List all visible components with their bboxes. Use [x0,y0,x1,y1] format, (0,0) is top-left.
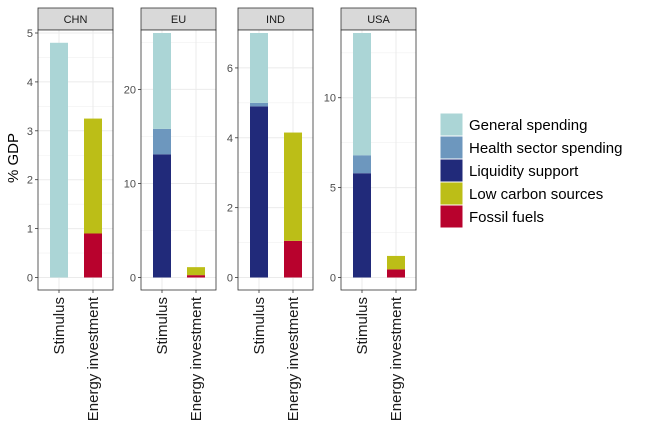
legend-label: General spending [469,117,587,134]
bar-segment-health-sector-spending [153,128,171,155]
bar-segment-general-spending [250,33,268,103]
facet-strip-label: EU [171,14,186,26]
legend-key [439,158,464,183]
bar-segment-health-sector-spending [250,102,268,107]
bar-segment-low-carbon-sources [284,132,302,241]
y-tick-label: 1 [27,224,33,236]
y-tick-label: 0 [227,273,233,285]
bar-segment-fossil-fuels [187,275,205,278]
bar-segment-general-spending [153,33,171,129]
x-tick-label: Energy investment [85,296,102,421]
bar-segment-general-spending [50,42,68,278]
x-tick-label: Stimulus [154,297,171,355]
x-tick-label: Energy investment [285,296,302,421]
panel-border [340,29,417,291]
y-tick-label: 4 [227,133,233,145]
x-tick-label: Stimulus [51,297,68,355]
bar-segment-fossil-fuels [387,269,405,278]
y-axis-title: % GDP [5,133,22,183]
facet-strip-label: USA [367,14,390,26]
y-tick-label: 6 [227,63,233,75]
legend-item: Health sector spending [439,135,622,160]
x-tick-label: Stimulus [354,297,371,355]
legend-key [439,112,464,137]
legend-label: Liquidity support [469,163,579,180]
facet-panel-eu: EU 0 10 20 Stimulus Energy investment [124,7,217,421]
y-tick-label: 2 [227,203,233,215]
bar-segment-liquidity-support [353,173,371,278]
y-tick-label: 10 [324,93,336,105]
y-tick-label: 2 [27,175,33,187]
facet-panel-chn: CHN 0 1 2 3 4 5 Stimulus Energy investment [27,7,114,421]
y-tick-label: 10 [124,178,136,190]
bar-segment-liquidity-support [250,106,268,278]
facet-panel-ind: IND 0 2 4 6 Stimulus Energy investment [227,7,314,421]
legend-item: Fossil fuels [439,204,544,229]
panel-border [237,29,314,291]
bar-segment-fossil-fuels [84,233,102,278]
legend-key [439,204,464,229]
facet-panels: CHN 0 1 2 3 4 5 Stimulus Energy investment EU 0 10 2… [27,7,417,421]
y-tick-label: 3 [27,126,33,138]
bar-segment-low-carbon-sources [84,118,102,234]
facet-strip-label: CHN [64,14,88,26]
x-tick-label: Energy investment [188,296,205,421]
y-tick-label: 5 [330,183,336,195]
legend-label: Low carbon sources [469,186,603,203]
facet-panel-usa: USA 0 5 10 Stimulus Energy investment [324,7,417,421]
legend-label: Health sector spending [469,140,622,157]
y-tick-label: 0 [27,273,33,285]
y-tick-label: 5 [27,28,33,40]
bar-segment-low-carbon-sources [387,255,405,270]
legend: General spending Health sector spending Li… [439,112,622,229]
legend-key [439,181,464,206]
legend-item: Low carbon sources [439,181,603,206]
bar-segment-fossil-fuels [284,240,302,278]
facet-strip-label: IND [266,14,285,26]
panel-border [140,29,217,291]
bar-segment-general-spending [353,33,371,156]
y-tick-label: 4 [27,77,33,89]
x-tick-label: Stimulus [251,297,268,355]
y-tick-label: 0 [130,273,136,285]
bar-segment-health-sector-spending [353,155,371,174]
legend-key [439,135,464,160]
panel-border [37,29,114,291]
y-tick-label: 0 [330,273,336,285]
panel-background [341,30,416,290]
y-tick-label: 20 [124,84,136,96]
x-tick-label: Energy investment [388,296,405,421]
bar-segment-liquidity-support [153,154,171,278]
legend-item: Liquidity support [439,158,579,183]
bar-segment-low-carbon-sources [187,267,205,276]
legend-item: General spending [439,112,587,137]
panel-background [141,30,216,290]
legend-label: Fossil fuels [469,209,544,226]
